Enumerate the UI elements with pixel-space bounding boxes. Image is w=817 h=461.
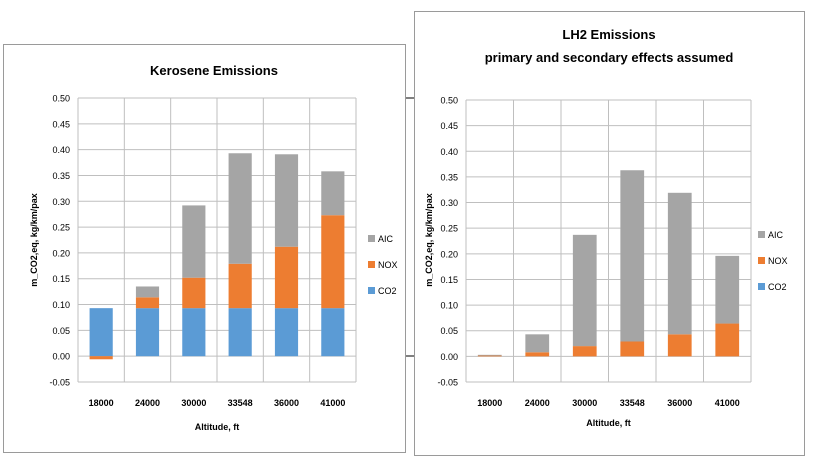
bar-nox-33548	[228, 263, 252, 309]
legend-swatch-aic	[758, 231, 765, 238]
x-tick-label: 33548	[228, 398, 253, 408]
x-tick-label: 24000	[135, 398, 160, 408]
bar-co2-30000	[182, 308, 206, 357]
y-tick-label: 0.00	[52, 352, 70, 362]
legend-swatch-co2	[368, 287, 375, 294]
bar-co2-36000	[274, 308, 299, 357]
y-tick-label: 0.05	[440, 326, 458, 336]
legend-swatch-nox	[368, 261, 375, 268]
legend-label-aic: AIC	[378, 234, 394, 244]
x-tick-label: 18000	[89, 398, 114, 408]
y-tick-label: 0.40	[52, 145, 70, 155]
y-tick-label: 0.25	[440, 224, 458, 234]
bar-aic-24000	[135, 286, 160, 298]
y-tick-label: 0.45	[440, 121, 458, 131]
bar-co2-33548	[228, 308, 252, 357]
chart-legend: AIC NOX CO2	[758, 230, 788, 292]
bar-aic-36000	[274, 154, 299, 247]
legend-label-nox: NOX	[768, 256, 788, 266]
bar-nox-30000	[182, 277, 206, 309]
x-tick-label: 30000	[181, 398, 206, 408]
bar-nox-30000	[572, 346, 597, 357]
kerosene-emissions-chart: Kerosene Emissions 0.50 0.45 0.40 0.35 0.30 0.…	[3, 44, 406, 453]
bar-co2-24000	[135, 308, 160, 357]
y-tick-label: 0.30	[52, 197, 70, 207]
legend-label-co2: CO2	[378, 286, 397, 296]
legend-swatch-nox	[758, 257, 765, 264]
legend-swatch-co2	[758, 283, 765, 290]
x-tick-label: 41000	[320, 398, 345, 408]
bar-co2-18000	[89, 308, 113, 357]
chart-legend: AIC NOX CO2	[368, 234, 398, 296]
y-tick-label: 0.50	[52, 94, 70, 104]
legend-label-co2: CO2	[768, 282, 787, 292]
y-tick-label: 0.20	[52, 248, 70, 258]
lh2-emissions-chart: LH2 Emissions primary and secondary effec…	[414, 11, 805, 456]
bar-nox-24000	[135, 297, 160, 309]
y-tick-label: -0.05	[437, 378, 458, 388]
y-tick-label: 0.15	[52, 274, 70, 284]
y-tick-label: 0.25	[52, 223, 70, 233]
bar-nox-18000	[89, 356, 113, 360]
y-tick-label: 0.40	[440, 147, 458, 157]
bar-aic-33548	[620, 170, 645, 342]
y-tick-label: 0.10	[440, 301, 458, 311]
chart-title: Kerosene Emissions	[150, 63, 278, 78]
x-axis-label: Altitude, ft	[195, 422, 240, 432]
chart-subtitle: primary and secondary effects assumed	[485, 50, 734, 65]
bar-nox-36000	[667, 334, 692, 357]
bar-aic-30000	[572, 234, 597, 347]
x-axis-label: Altitude, ft	[586, 418, 631, 428]
x-tick-label: 41000	[715, 398, 740, 408]
x-tick-label: 36000	[667, 398, 692, 408]
bar-aic-33548	[228, 153, 252, 264]
bar-co2-41000	[321, 308, 345, 357]
bar-nox-24000	[525, 352, 550, 357]
y-tick-label: 0.10	[52, 300, 70, 310]
y-tick-label: 0.45	[52, 119, 70, 129]
x-tick-label: 24000	[525, 398, 550, 408]
bar-nox-41000	[321, 215, 345, 309]
x-tick-label: 30000	[572, 398, 597, 408]
bar-nox-41000	[715, 323, 740, 357]
y-tick-label: 0.20	[440, 249, 458, 259]
y-tick-label: 0.00	[440, 352, 458, 362]
bar-aic-41000	[321, 171, 345, 216]
chart-title: LH2 Emissions	[562, 27, 655, 42]
legend-label-nox: NOX	[378, 260, 398, 270]
bar-nox-36000	[274, 246, 299, 309]
bar-aic-18000	[477, 354, 502, 356]
bar-aic-24000	[525, 334, 550, 353]
x-tick-label: 36000	[274, 398, 299, 408]
legend-swatch-aic	[368, 235, 375, 242]
y-axis-label: m_CO2,eq, kg/km/pax	[424, 193, 434, 287]
bar-aic-36000	[667, 192, 692, 335]
y-axis-label: m_CO2,eq, kg/km/pax	[29, 193, 39, 287]
bar-nox-33548	[620, 341, 645, 357]
y-tick-label: -0.05	[49, 378, 70, 388]
chart-frame	[414, 11, 805, 456]
y-tick-label: 0.15	[440, 275, 458, 285]
bar-aic-41000	[715, 255, 740, 324]
bar-aic-30000	[182, 205, 206, 278]
y-tick-label: 0.50	[440, 96, 458, 106]
x-tick-label: 33548	[620, 398, 645, 408]
legend-label-aic: AIC	[768, 230, 784, 240]
bar-nox-18000	[477, 355, 502, 357]
y-tick-label: 0.35	[440, 172, 458, 182]
x-tick-label: 18000	[477, 398, 502, 408]
y-tick-label: 0.30	[440, 198, 458, 208]
y-tick-label: 0.05	[52, 326, 70, 336]
y-tick-label: 0.35	[52, 171, 70, 181]
